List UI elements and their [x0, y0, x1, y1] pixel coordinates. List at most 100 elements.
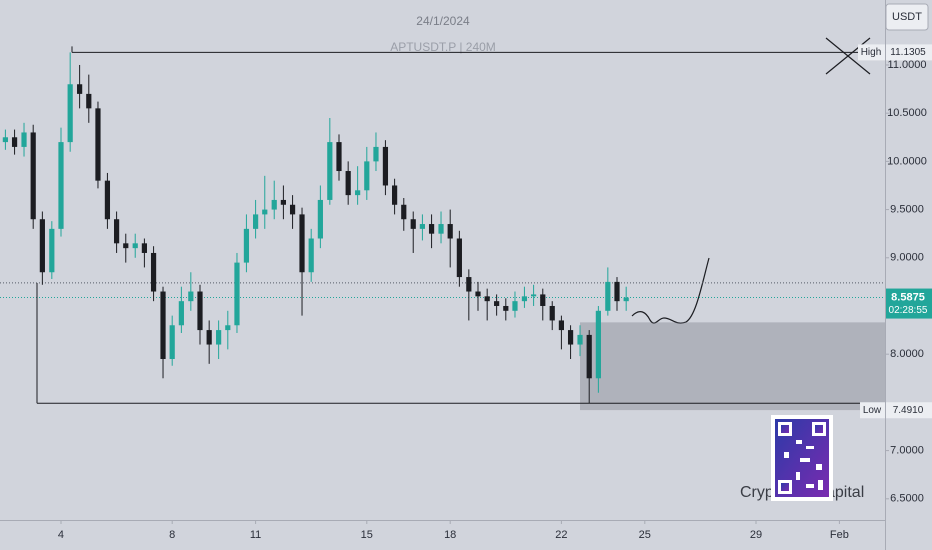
candle-body	[623, 297, 629, 302]
y-tick-label: 11.0000	[888, 59, 927, 71]
candle-body	[382, 146, 389, 186]
candle-body	[252, 214, 259, 229]
candle-body	[49, 228, 55, 273]
low-name: Low	[863, 405, 882, 416]
candle-body	[77, 84, 83, 94]
high-name-box	[858, 44, 885, 61]
x-tick-label: 22	[555, 529, 567, 541]
chart-subtitle: APTUSDT.P | 240M	[390, 40, 496, 54]
candle-body	[197, 291, 203, 331]
candle-body	[216, 330, 222, 345]
candle-body	[364, 161, 370, 191]
candle-body	[577, 334, 583, 345]
candle-body	[521, 296, 528, 302]
candle-body	[531, 294, 537, 297]
x-tick-label: 29	[750, 529, 762, 541]
candle-body	[373, 146, 379, 162]
candle-body	[549, 305, 555, 321]
projection-path	[631, 257, 710, 324]
candle-body	[160, 291, 166, 360]
candle-body	[586, 334, 592, 379]
candle-body	[512, 301, 518, 311]
candle-body	[595, 310, 601, 379]
x-tick-label: Feb	[830, 529, 849, 541]
candle-body	[234, 262, 240, 326]
candle-body	[104, 180, 111, 220]
y-tick-label: 10.5000	[887, 107, 927, 119]
candle-body	[289, 204, 296, 215]
y-tick-label: 9.0000	[890, 252, 924, 264]
candle-body	[11, 137, 18, 147]
candle-body	[503, 305, 509, 311]
candle-body	[141, 243, 147, 253]
y-tick-label: 10.0000	[887, 155, 927, 167]
candle-body	[345, 171, 351, 196]
demand-zone	[580, 322, 885, 411]
currency-box[interactable]	[885, 3, 929, 31]
watermark-text: Cryp	[740, 484, 774, 501]
watermark-text: apital	[826, 484, 864, 501]
candle-body	[327, 142, 333, 200]
y-tick-label: 7.0000	[890, 444, 924, 456]
y-tick-label: 8.0000	[890, 348, 924, 360]
candle-body	[123, 243, 129, 249]
low-name-box	[860, 402, 885, 419]
y-tick-label: 9.5000	[890, 203, 924, 215]
last-price-box	[886, 288, 932, 319]
candle-body	[456, 238, 462, 278]
low-value: 7.4910	[893, 405, 924, 416]
candle-body	[336, 142, 342, 172]
cross-mark	[825, 37, 871, 75]
candle-body	[355, 190, 361, 196]
last-price: 8.5875	[891, 291, 925, 303]
chart-title: 24/1/2024	[416, 14, 470, 28]
y-tick-label: 6.5000	[890, 493, 924, 505]
candle-body	[21, 132, 27, 147]
candle-body	[540, 294, 546, 306]
high-value: 11.1305	[890, 47, 926, 58]
candle-body	[475, 291, 481, 297]
high-name: High	[861, 47, 882, 58]
candle-body	[178, 301, 184, 326]
candle-body	[150, 252, 157, 292]
candle-body	[494, 301, 500, 306]
x-tick-label: 25	[639, 529, 651, 541]
x-tick-label: 15	[361, 529, 373, 541]
candle-body	[410, 219, 416, 229]
candle-body	[391, 185, 398, 205]
candle-body	[401, 204, 407, 220]
candle-body	[567, 330, 574, 345]
candle-body	[447, 224, 453, 239]
candle-body	[30, 132, 36, 220]
candle-body	[58, 142, 64, 229]
candle-body	[2, 137, 8, 143]
candle-body	[86, 93, 92, 109]
candle-body	[419, 224, 426, 229]
high-value-box	[886, 44, 932, 61]
candle-body	[95, 108, 101, 181]
qr-code	[771, 415, 833, 501]
candle-body	[308, 238, 314, 273]
x-tick-label: 4	[58, 529, 64, 541]
countdown: 02:28:55	[889, 305, 928, 316]
candle-body	[484, 296, 490, 302]
currency-label[interactable]: USDT	[892, 11, 922, 23]
candle-body	[271, 199, 277, 210]
candle-body	[262, 209, 268, 215]
candle-body	[605, 281, 611, 311]
low-value-box	[886, 402, 932, 419]
candle-body	[206, 330, 212, 345]
candle-body	[614, 281, 620, 302]
candle-body	[132, 243, 138, 249]
x-tick-label: 11	[250, 529, 261, 541]
candle-body	[317, 199, 323, 239]
x-tick-label: 8	[169, 529, 175, 541]
candle-body	[299, 214, 305, 273]
candle-body	[280, 199, 286, 205]
candle-body	[466, 277, 472, 292]
candle-body	[558, 320, 565, 331]
candle-body	[113, 219, 120, 244]
candle-body	[39, 219, 45, 273]
candle-body	[438, 224, 444, 234]
